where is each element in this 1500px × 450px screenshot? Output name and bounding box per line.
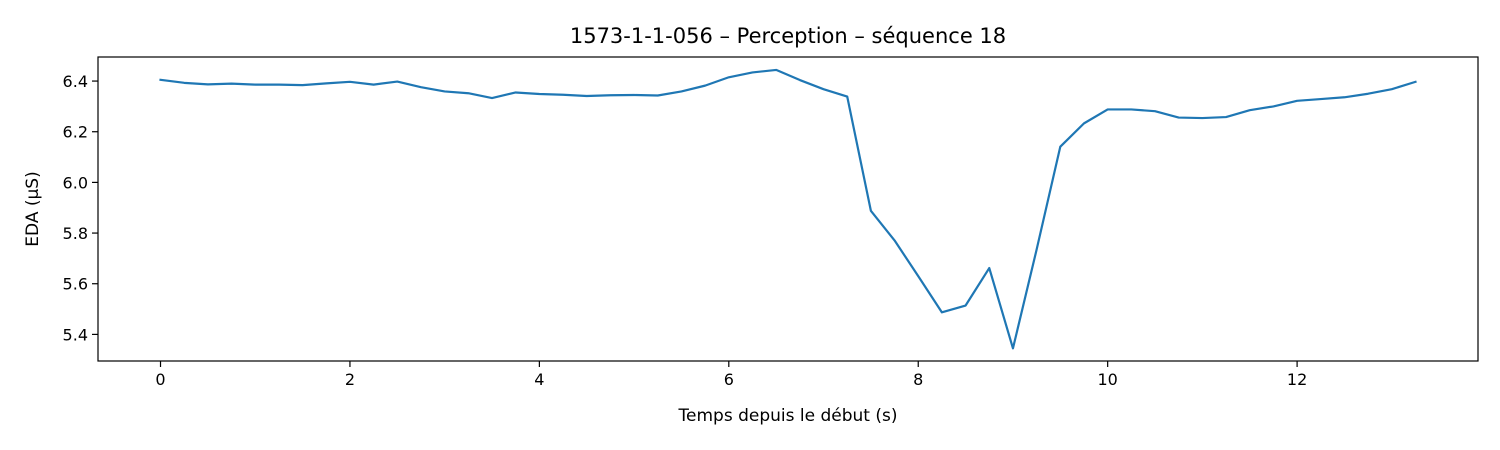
x-tick-label: 4 <box>534 370 544 389</box>
axes-frame <box>97 56 1479 362</box>
y-tick-label: 5.6 <box>63 275 88 294</box>
plot-area: 0 2 4 6 8 10 12 5.4 5.6 5.8 6.0 6.2 6.4 <box>63 56 1479 389</box>
x-tick-label: 8 <box>913 370 923 389</box>
series-line-0 <box>159 68 1417 350</box>
x-tick-label: 0 <box>155 370 165 389</box>
y-tick-label: 5.4 <box>63 325 88 344</box>
chart-title: 1573-1-1-056 – Perception – séquence 18 <box>570 24 1006 48</box>
y-tick-label: 6.0 <box>63 173 88 192</box>
y-axis-label: EDA (µS) <box>23 171 43 246</box>
y-tick-label: 6.4 <box>63 72 88 91</box>
x-tick-label: 12 <box>1287 370 1307 389</box>
x-tick-label: 10 <box>1097 370 1117 389</box>
x-tick-label: 2 <box>345 370 355 389</box>
y-tick-label: 6.2 <box>63 123 88 142</box>
x-axis-label: Temps depuis le début (s) <box>678 406 898 426</box>
y-tick-label: 5.8 <box>63 224 88 243</box>
x-tick-label: 6 <box>724 370 734 389</box>
